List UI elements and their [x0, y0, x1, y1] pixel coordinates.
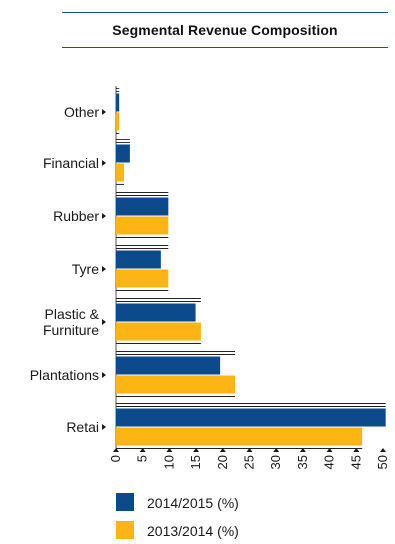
legend-swatch: [116, 493, 134, 511]
x-tick-label: 5: [135, 455, 150, 462]
x-tick-arrow-icon: [139, 448, 146, 452]
category-label: Other: [64, 104, 99, 120]
category-arrow-icon: [102, 372, 106, 378]
x-tick-label: 45: [348, 455, 363, 469]
legend-label: 2013/2014 (%): [147, 523, 239, 539]
category-arrow-icon: [102, 213, 106, 219]
legend-label: 2014/2015 (%): [147, 495, 239, 511]
x-tick-arrow-icon: [113, 448, 119, 452]
x-tick-label: 35: [295, 455, 310, 469]
bar-2013-2014: [116, 269, 169, 288]
x-tick-label: 40: [322, 455, 337, 469]
category-arrow-icon: [102, 160, 106, 166]
x-tick-label: 30: [268, 455, 283, 469]
x-tick-label: 25: [242, 455, 257, 469]
x-tick-label: 10: [161, 455, 176, 469]
category-label: Financial: [43, 155, 99, 171]
x-tick-arrow-icon: [273, 448, 280, 452]
bar-2014-2015: [116, 93, 120, 112]
x-tick-arrow-icon: [353, 448, 360, 452]
x-tick-label: 0: [108, 455, 123, 462]
category-arrow-icon: [102, 109, 106, 115]
x-tick-arrow-icon: [246, 448, 253, 452]
bar-2014-2015: [116, 303, 196, 322]
category-arrow-icon: [102, 319, 106, 325]
bar-2014-2015: [116, 250, 161, 269]
x-tick-arrow-icon: [219, 448, 226, 452]
x-tick-arrow-icon: [380, 448, 386, 452]
category-label: Retai: [66, 419, 99, 435]
x-tick-arrow-icon: [193, 448, 200, 452]
bar-2014-2015: [116, 144, 130, 163]
chart-title-bar: Segmental Revenue Composition: [62, 12, 388, 48]
x-tick-arrow-icon: [299, 448, 306, 452]
bar-2013-2014: [116, 322, 201, 341]
x-tick-label: 20: [215, 455, 230, 469]
x-tick-label: 50: [375, 455, 390, 469]
category-arrow-icon: [102, 266, 106, 272]
bar-2014-2015: [116, 408, 386, 427]
bar-2014-2015: [116, 356, 221, 375]
category-arrow-icon: [102, 424, 106, 430]
chart-title: Segmental Revenue Composition: [112, 22, 338, 38]
bar-2013-2014: [116, 216, 169, 235]
x-tick-label: 15: [188, 455, 203, 469]
x-tick-arrow-icon: [326, 448, 333, 452]
category-label: Plantations: [30, 367, 99, 383]
category-label: Rubber: [53, 208, 99, 224]
bar-2013-2014: [116, 375, 236, 394]
bar-2013-2014: [116, 112, 120, 131]
category-label: Plastic &: [45, 306, 100, 322]
legend-swatch: [116, 521, 134, 539]
x-tick-arrow-icon: [166, 448, 173, 452]
bar-2014-2015: [116, 197, 169, 216]
bar-2013-2014: [116, 163, 125, 182]
category-label: Tyre: [72, 261, 99, 277]
category-label: Furniture: [43, 322, 99, 338]
bar-2013-2014: [116, 427, 363, 446]
